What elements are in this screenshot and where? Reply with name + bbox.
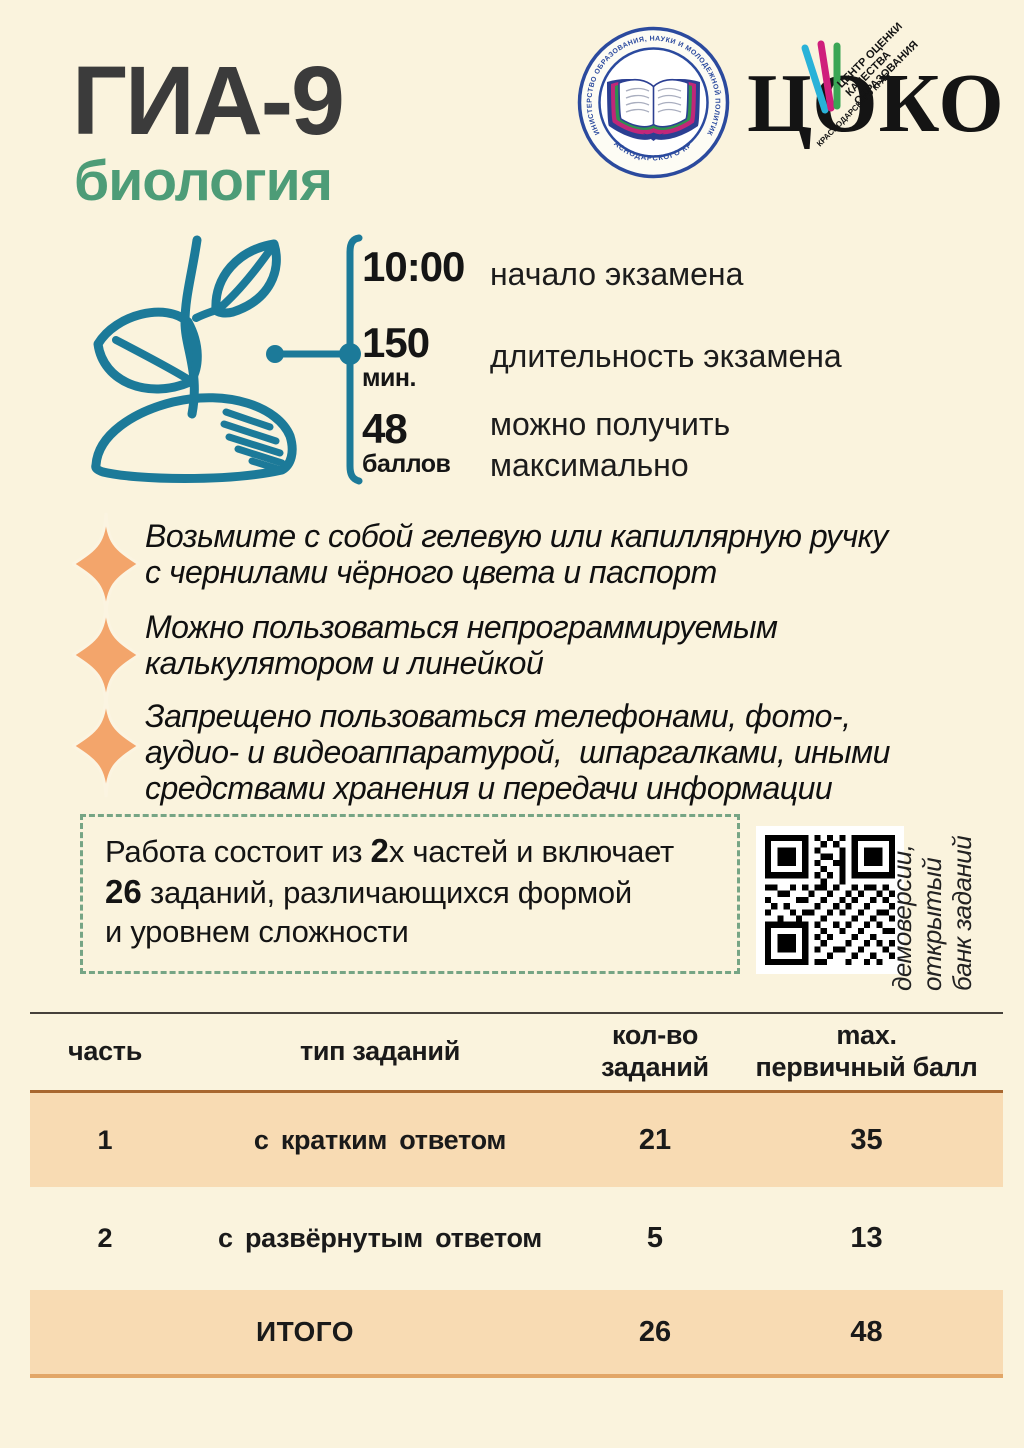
fact-start-label: начало экзамена <box>490 256 744 292</box>
total-max: 48 <box>850 1315 883 1348</box>
page-title: ГИА-9 <box>72 46 345 155</box>
ministry-logo: МИНИСТЕРСТВО ОБРАЗОВАНИЯ, НАУКИ И МОЛОДЕ… <box>574 19 730 184</box>
total-count: 26 <box>638 1315 672 1348</box>
exam-structure-table: часть тип заданий кол-во заданий max. пе… <box>30 1012 1003 1378</box>
fact-duration: 150 мин. <box>362 319 430 392</box>
tsoko-wordmark: ЦОКО <box>747 57 1005 150</box>
table-header-row: часть тип заданий кол-во заданий max. пе… <box>30 1012 1003 1093</box>
row1-max: 35 <box>850 1123 883 1156</box>
col-header-part: часть <box>67 1036 143 1067</box>
rule-allowed-tools: Можно пользоваться непрограммируемым кал… <box>145 609 778 682</box>
fact-max-score: 48 баллов <box>362 405 451 478</box>
sprout-icon <box>91 235 297 483</box>
fact-duration-label: длительность экзамена <box>490 338 842 374</box>
total-label: ИТОГО <box>255 1316 355 1347</box>
row1-type: с кратким ответом <box>253 1124 507 1155</box>
fact-max-score-label: можно получить максимально <box>490 406 731 483</box>
tsoko-logo: ЦОКО ЦЕНТР ОЦЕНКИ КАЧЕСТВА ОБРАЗОВАНИЯ К… <box>747 21 1004 170</box>
sparkle-icon <box>72 694 140 798</box>
qr-code-icon <box>765 835 895 965</box>
row2-max: 13 <box>850 1222 883 1254</box>
sparkle-icon <box>72 512 140 616</box>
col-header-type: тип заданий <box>299 1036 461 1067</box>
col-header-max: max. первичный балл <box>755 1020 978 1082</box>
fact-start-time: 10:00 <box>362 243 465 290</box>
qr-code <box>756 826 904 974</box>
tsoko-stripes-icon <box>801 40 841 114</box>
rule-bring-items: Возьмите с собой гелевую или капиллярную… <box>145 518 888 591</box>
subject-title: биология <box>74 149 333 213</box>
exam-structure-note: Работа состоит из 2х частей и включает 2… <box>80 814 740 974</box>
row1-count: 21 <box>638 1123 672 1156</box>
ministry-emblem-icon: МИНИСТЕРСТВО ОБРАЗОВАНИЯ, НАУКИ И МОЛОДЕ… <box>574 19 730 179</box>
table-row: 1 с кратким ответом 21 35 <box>30 1093 1003 1187</box>
sparkle-icon <box>72 603 140 707</box>
rule-forbidden-items: Запрещено пользоваться телефонами, фото-… <box>145 698 890 807</box>
col-header-count: кол-во заданий <box>601 1020 709 1082</box>
table-total-row: ИТОГО 26 48 <box>30 1290 1003 1378</box>
timeline-bracket <box>266 234 363 485</box>
row2-part: 2 <box>97 1223 113 1253</box>
row2-type: с развёрнутым ответом <box>218 1223 542 1253</box>
table-row: 2 с развёрнутым ответом 5 13 <box>30 1187 1003 1290</box>
qr-caption: демоверсии, открытый банк заданий <box>887 835 977 991</box>
row2-count: 5 <box>646 1222 664 1254</box>
row1-part: 1 <box>97 1124 113 1155</box>
